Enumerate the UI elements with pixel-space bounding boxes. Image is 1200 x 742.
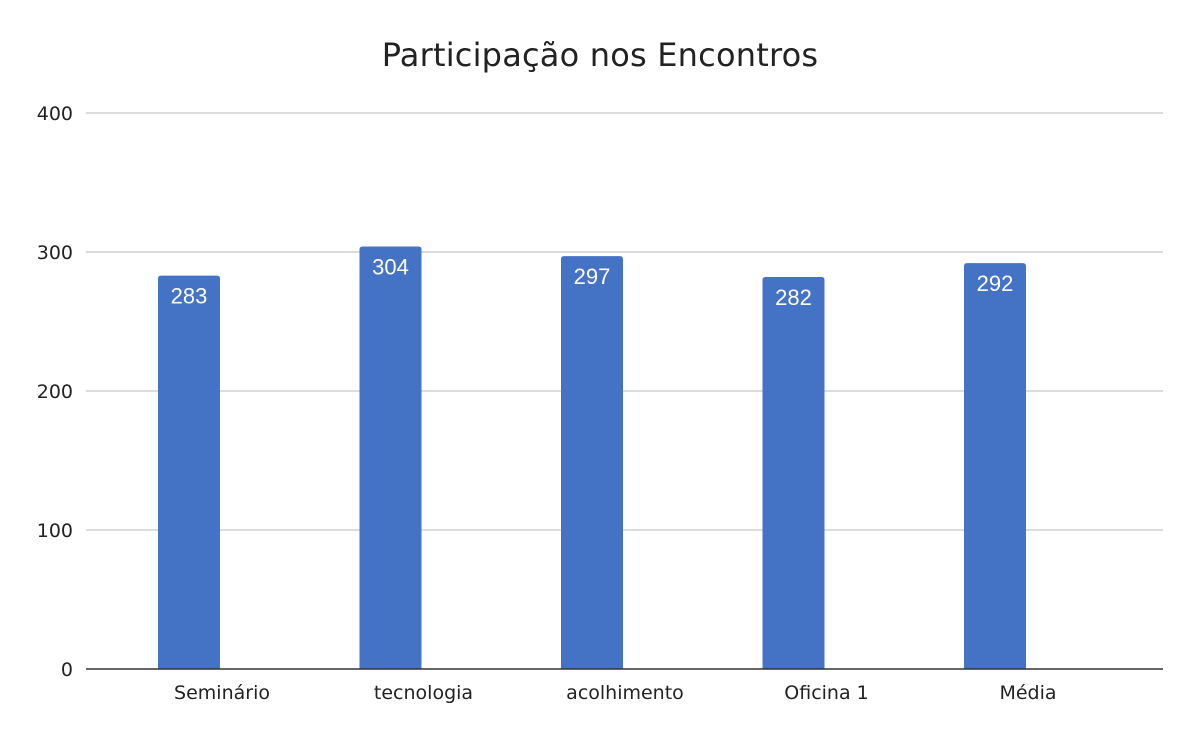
x-axis-ticks: Seminário tecnologia acolhimento Oficina 1 M… [174, 682, 1057, 704]
x-tick-label: Média [999, 682, 1056, 704]
x-tick-label: Seminário [174, 682, 270, 704]
y-axis-ticks: 0 100 200 300 400 [37, 103, 73, 681]
y-tick-label: 300 [37, 242, 73, 264]
bars [158, 246, 1026, 669]
y-tick-label: 0 [61, 659, 73, 681]
bar [158, 275, 220, 669]
bar-value-label: 292 [977, 271, 1014, 296]
bar [359, 246, 422, 669]
y-tick-label: 400 [37, 103, 73, 125]
bar [762, 277, 825, 669]
bar [561, 256, 623, 669]
chart-title: Participação nos Encontros [381, 36, 819, 74]
x-tick-label: tecnologia [374, 682, 473, 704]
y-tick-label: 200 [37, 381, 73, 403]
bar-value-label: 282 [775, 285, 812, 310]
bar-value-label: 297 [574, 264, 611, 289]
x-tick-label: Oficina 1 [784, 682, 868, 704]
x-tick-label: acolhimento [566, 682, 684, 704]
y-tick-label: 100 [37, 520, 73, 542]
data-labels: 283 304 297 282 292 [171, 254, 1014, 310]
bar-value-label: 304 [372, 254, 409, 279]
bar [964, 263, 1026, 669]
bar-value-label: 283 [171, 284, 208, 309]
